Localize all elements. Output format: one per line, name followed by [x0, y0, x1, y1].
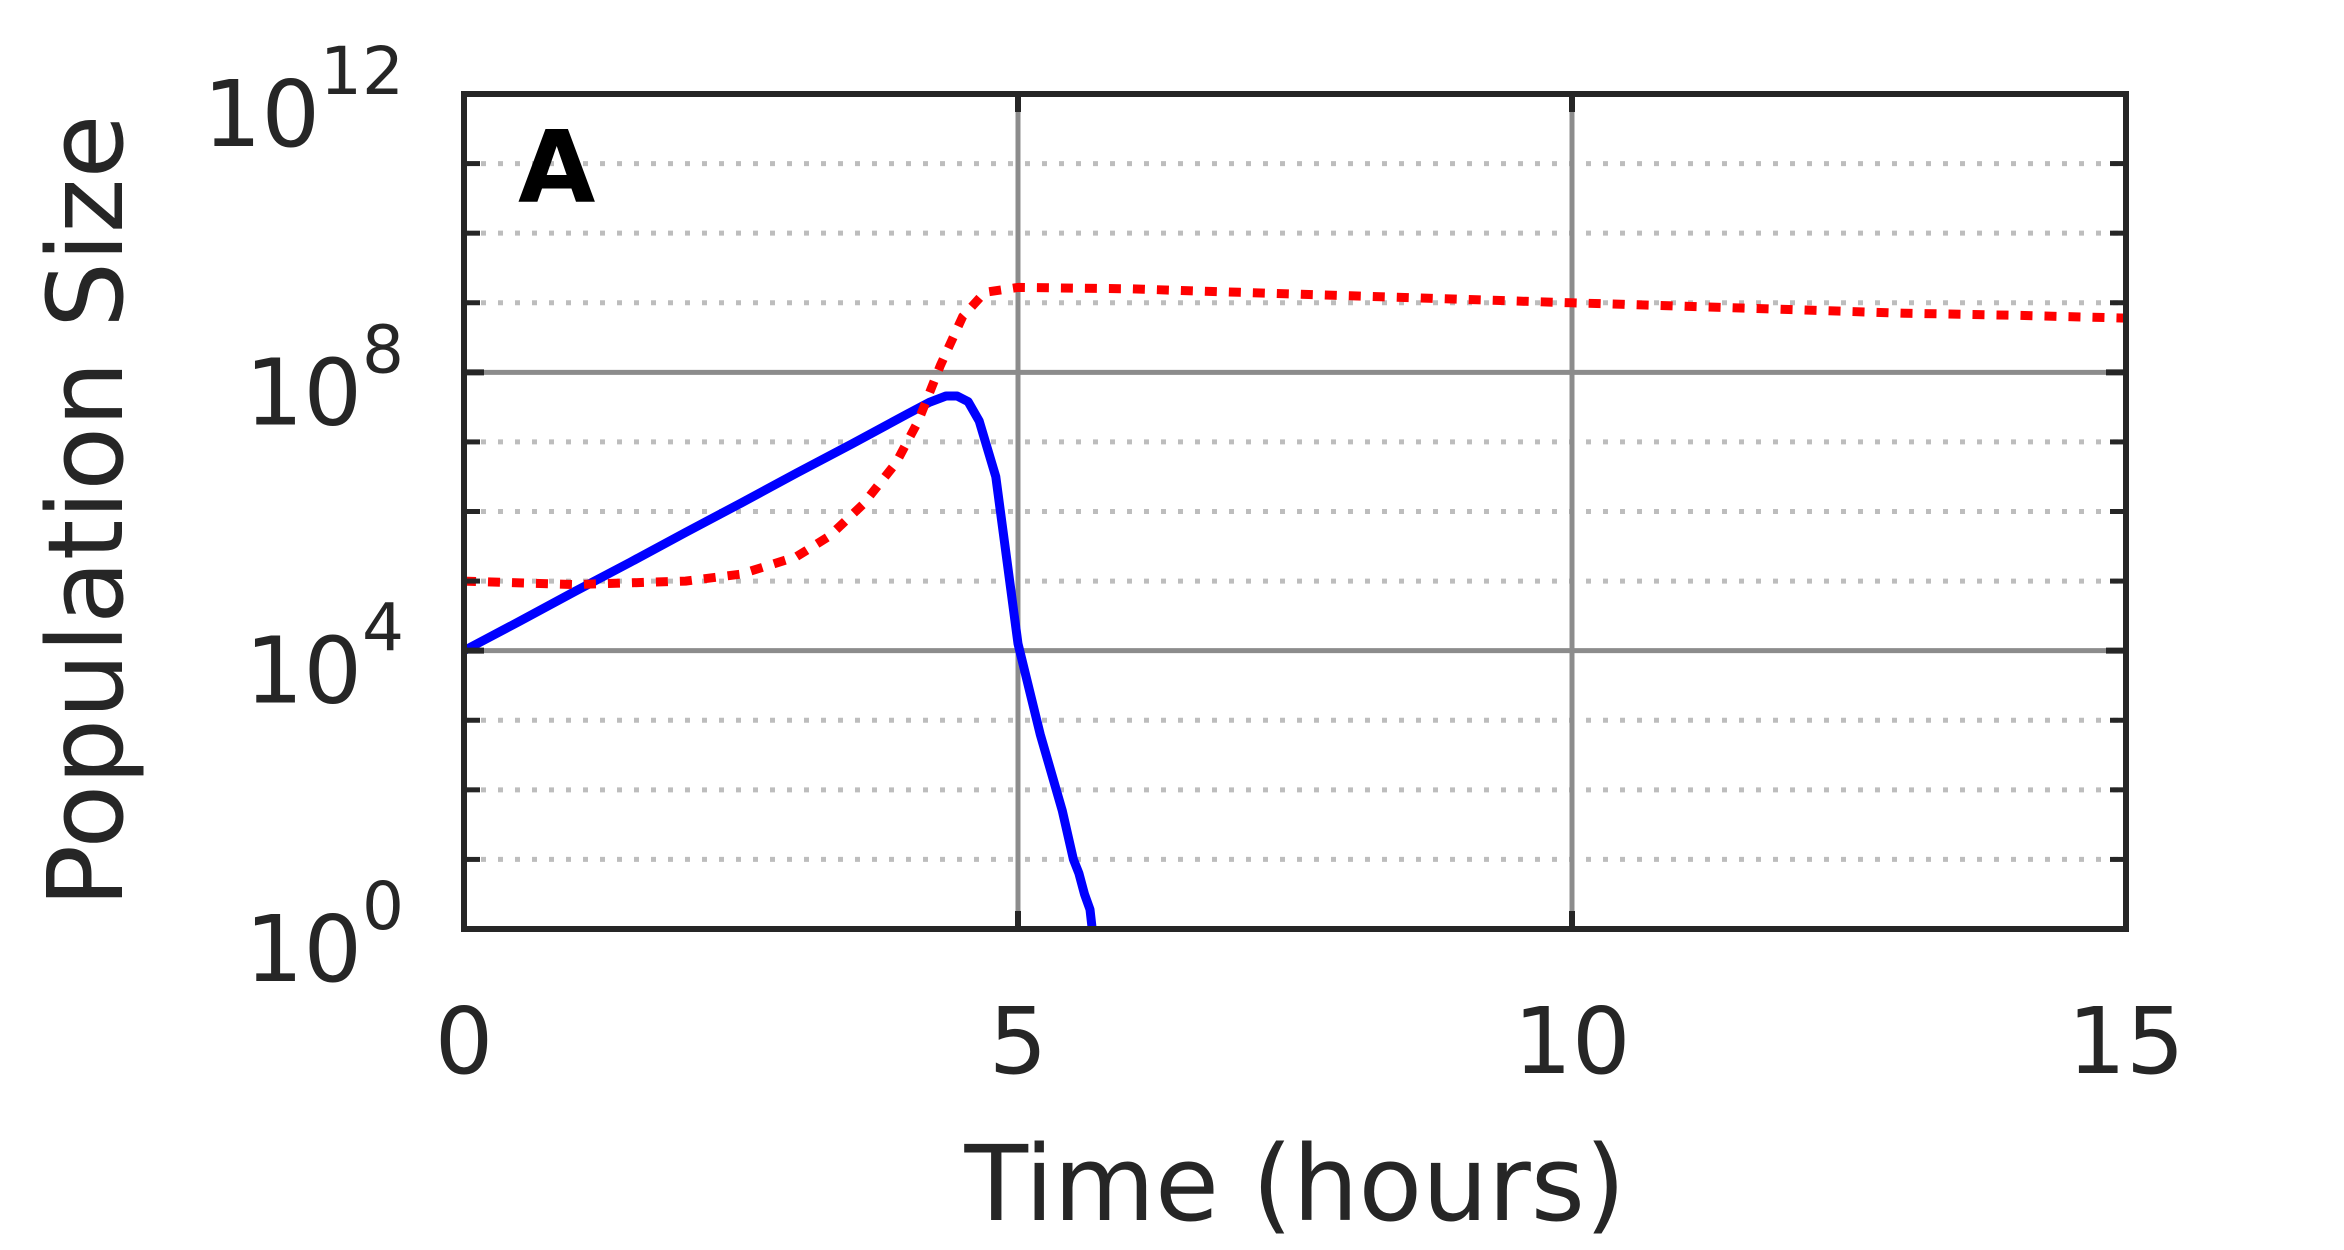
x-axis-title: Time (hours): [963, 1123, 1625, 1245]
series-layer: [461, 282, 2127, 930]
y-tick-exponent: 12: [320, 33, 404, 110]
series-line-1: [461, 391, 1097, 930]
panel-label: A: [518, 109, 595, 226]
y-tick-exponent: 8: [362, 311, 404, 388]
x-tick-label: 15: [2067, 988, 2184, 1095]
y-axis-title: Population Size: [25, 115, 147, 908]
minor-grid: [464, 161, 2126, 862]
y-tick-label: 104: [245, 590, 404, 725]
x-tick-label: 5: [989, 988, 1048, 1095]
x-tick-labels: 0 5 10 15: [435, 988, 2185, 1095]
y-tick-base: 10: [203, 61, 320, 168]
x-tick-label: 0: [435, 988, 494, 1095]
y-tick-exponent: 0: [362, 868, 404, 945]
y-tick-exponent: 4: [362, 590, 404, 667]
y-tick-base: 10: [245, 896, 362, 1003]
series-line-2: [463, 282, 2127, 590]
y-tick-label: 100: [245, 868, 404, 1003]
y-tick-label: 108: [245, 311, 404, 446]
x-tick-label: 10: [1513, 988, 1630, 1095]
tick-marks: [461, 91, 2129, 932]
y-tick-label: 1012: [203, 33, 404, 168]
y-tick-base: 10: [245, 339, 362, 446]
major-grid: [464, 94, 2126, 929]
y-tick-base: 10: [245, 618, 362, 725]
